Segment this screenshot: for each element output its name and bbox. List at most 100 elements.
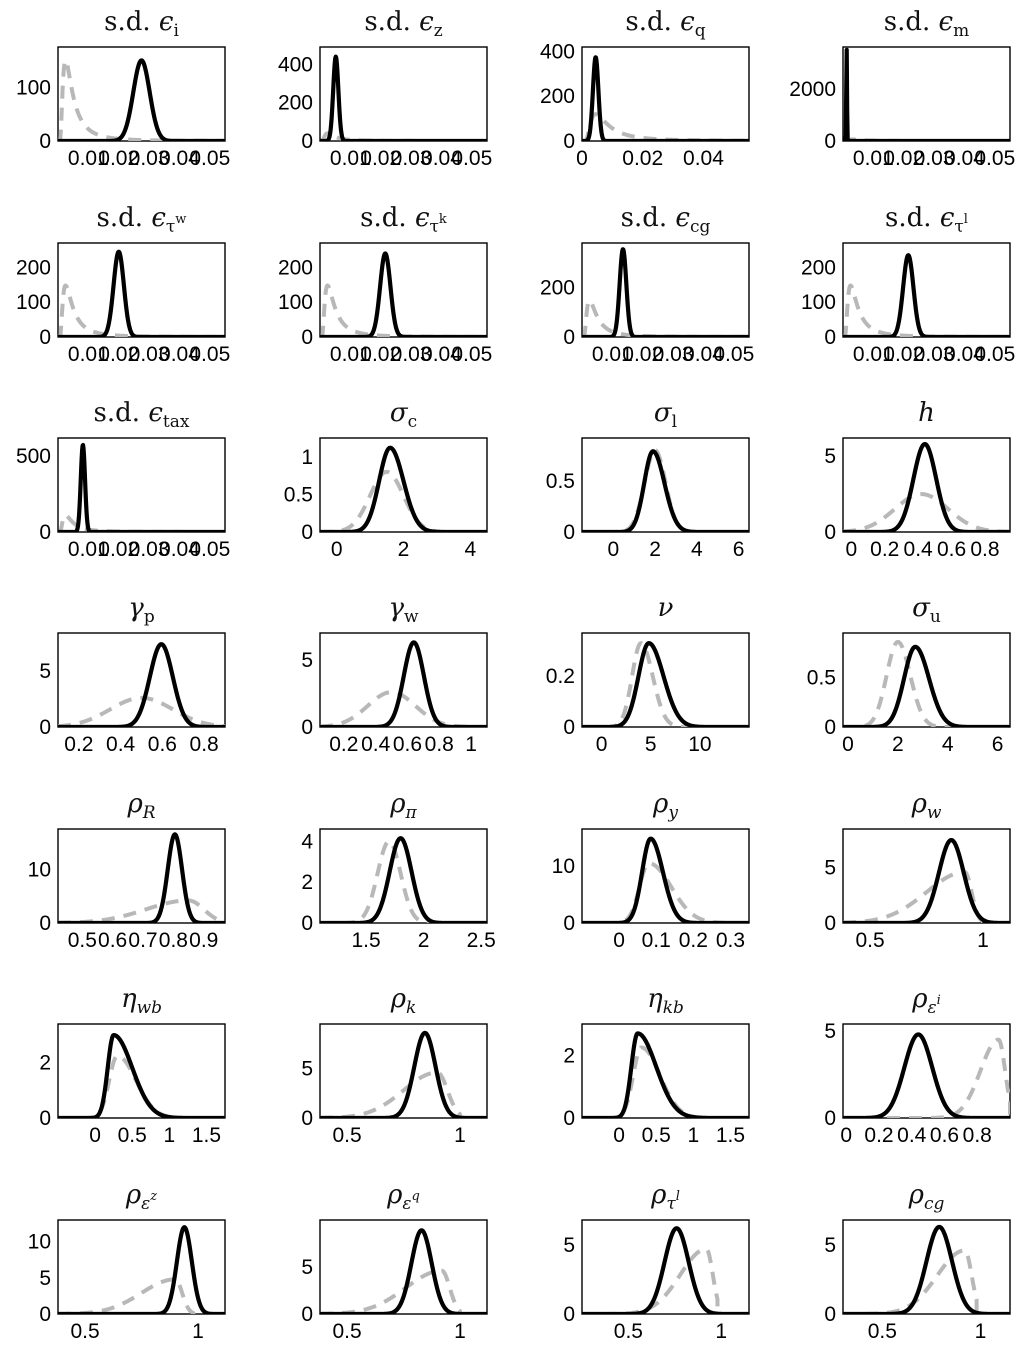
x-tick-label: 0.2 xyxy=(870,538,899,561)
x-tick-label: 0.8 xyxy=(970,538,999,561)
chart-title: ρw xyxy=(911,789,942,823)
subplot: 0 2 4 6 0 0.5 xyxy=(807,632,1011,756)
posterior-density-line xyxy=(582,1031,749,1118)
posterior-density-line xyxy=(58,249,225,337)
plot-frame xyxy=(581,1023,750,1119)
y-tick-label: 2 xyxy=(39,1052,51,1075)
x-tick-label: 0.01 xyxy=(330,147,371,170)
plot-frame xyxy=(842,46,1011,142)
x-tick-label: 0.6 xyxy=(148,733,177,756)
y-tick-label: 400 xyxy=(278,53,313,76)
x-tick-label: 0.02 xyxy=(360,343,401,366)
y-tick-label: 0 xyxy=(824,521,836,544)
posterior-density-line xyxy=(320,1030,487,1118)
x-tick-label: 6 xyxy=(992,733,1004,756)
posterior-density-line xyxy=(58,642,225,727)
x-tick-label: 1 xyxy=(454,1320,466,1343)
posterior-density-line xyxy=(843,441,1010,532)
x-tick-label: 0.03 xyxy=(391,147,432,170)
x-tick-label: 1 xyxy=(454,1124,466,1147)
chart-title: s.d. ϵz xyxy=(364,7,442,41)
x-tick-label: 0.05 xyxy=(451,147,492,170)
x-tick-label: 4 xyxy=(942,733,954,756)
chart-title: γw xyxy=(388,593,419,627)
subplot: 0.5 1 0 5 xyxy=(301,1023,488,1147)
x-tick-label: 0.02 xyxy=(622,343,663,366)
x-tick-label: 0.04 xyxy=(421,147,462,170)
y-tick-label: 0.5 xyxy=(807,667,836,690)
posterior-density-line xyxy=(582,449,749,532)
plot-frame xyxy=(57,1023,226,1119)
x-tick-label: 0.01 xyxy=(330,343,371,366)
chart-title: ρk xyxy=(390,984,417,1018)
plot-frame xyxy=(319,242,488,338)
subplot: 0.010.020.030.040.05 0 100 200 xyxy=(801,242,1015,366)
x-tick-label: 10 xyxy=(688,733,711,756)
x-tick-label: 0.04 xyxy=(159,538,200,561)
x-tick-label: 0.2 xyxy=(864,1124,893,1147)
x-tick-label: 0.05 xyxy=(189,538,230,561)
chart-title: ρεz xyxy=(125,1180,157,1214)
x-tick-label: 0.5 xyxy=(855,929,884,952)
y-tick-label: 0 xyxy=(39,326,51,349)
x-tick-label: 1.5 xyxy=(192,1124,221,1147)
y-tick-label: 200 xyxy=(540,85,575,108)
x-tick-label: 0.04 xyxy=(159,147,200,170)
x-tick-label: 0.01 xyxy=(68,538,109,561)
posterior-density-line xyxy=(582,836,749,923)
prior-density-line xyxy=(58,695,225,727)
subplot: 0 0.2 0.4 0.6 0.8 0 5 xyxy=(824,437,1011,561)
x-tick-label: 0.04 xyxy=(683,147,724,170)
y-tick-label: 0 xyxy=(39,912,51,935)
x-tick-label: 0.02 xyxy=(360,147,401,170)
x-tick-label: 0.03 xyxy=(129,343,170,366)
y-tick-label: 10 xyxy=(552,855,575,878)
x-tick-label: 0.2 xyxy=(64,733,93,756)
chart-title: s.d. ϵcg xyxy=(621,203,711,237)
subplot: 0 0.2 0.4 0.6 0.8 0 5 xyxy=(824,1020,1011,1147)
x-tick-label: 0.4 xyxy=(106,733,136,756)
x-tick-label: 2 xyxy=(418,929,430,952)
x-tick-label: 0.01 xyxy=(68,147,109,170)
chart-title: s.d. ϵτl xyxy=(885,203,968,237)
posterior-density-line xyxy=(320,445,487,532)
chart-title: s.d. ϵtax xyxy=(94,398,190,432)
subplot: 0.010.020.030.040.05 0 100 200 xyxy=(278,242,492,366)
x-tick-label: 0.02 xyxy=(883,343,924,366)
posterior-density-line xyxy=(320,836,487,923)
x-tick-label: 2 xyxy=(398,538,410,561)
x-tick-label: 0.05 xyxy=(974,147,1015,170)
y-tick-label: 0 xyxy=(301,716,313,739)
posterior-density-line xyxy=(320,251,487,337)
x-tick-label: 0.8 xyxy=(159,929,188,952)
y-tick-label: 5 xyxy=(301,649,313,672)
y-tick-label: 0 xyxy=(563,326,575,349)
plot-frame xyxy=(842,1023,1011,1119)
chart-title: ηwb xyxy=(121,984,162,1018)
x-tick-label: 0.9 xyxy=(189,929,218,952)
chart-title: ρπ xyxy=(389,789,417,823)
x-tick-label: 0.2 xyxy=(329,733,358,756)
chart-title: ρR xyxy=(126,789,155,823)
x-tick-label: 0.6 xyxy=(930,1124,959,1147)
plot-frame xyxy=(57,828,226,924)
chart-title: s.d. ϵτw xyxy=(97,203,187,237)
x-tick-label: 0.5 xyxy=(642,1124,671,1147)
y-tick-label: 0 xyxy=(39,130,51,153)
subplot: 0.010.020.030.040.05 0 200 400 xyxy=(278,46,492,170)
y-tick-label: 0 xyxy=(824,1107,836,1130)
posterior-density-line xyxy=(843,1224,1010,1314)
subplot: 0.5 1 0 5 xyxy=(563,1219,750,1343)
subplot: 0.010.020.030.040.05 0 100 200 xyxy=(16,242,230,366)
plot-frame xyxy=(319,46,488,142)
x-tick-label: 0.04 xyxy=(944,147,985,170)
y-tick-label: 0 xyxy=(563,912,575,935)
y-tick-label: 200 xyxy=(16,256,51,279)
y-tick-label: 0 xyxy=(824,1303,836,1326)
posterior-density-line xyxy=(58,58,225,141)
x-tick-label: 0.05 xyxy=(713,343,754,366)
y-tick-label: 100 xyxy=(16,76,51,99)
x-tick-label: 0.05 xyxy=(451,343,492,366)
chart-title: γp xyxy=(128,593,155,627)
y-tick-label: 0 xyxy=(563,1303,575,1326)
